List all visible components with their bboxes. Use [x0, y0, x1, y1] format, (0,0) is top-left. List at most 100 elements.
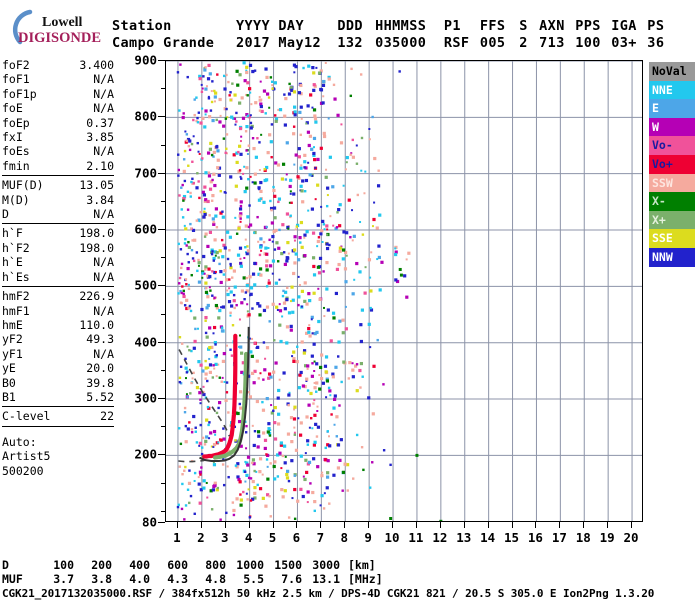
echo-point [222, 137, 226, 140]
echo-point [296, 175, 300, 179]
echo-point [185, 133, 189, 136]
echo-point [202, 385, 205, 388]
echo-point [234, 123, 237, 126]
header-value-p1: RSF [443, 35, 470, 51]
echo-point [318, 387, 322, 391]
ionogram-plot[interactable] [165, 60, 643, 522]
echo-point [297, 295, 301, 299]
echo-point [270, 404, 273, 407]
echo-point [178, 109, 181, 112]
legend-item-nne[interactable]: NNE [649, 80, 695, 100]
echo-point [186, 427, 190, 431]
legend-item-w[interactable]: W [649, 117, 695, 137]
echo-point [229, 311, 232, 314]
echo-point [189, 191, 192, 195]
plot-gridlines [166, 61, 642, 521]
x-tick-label-7: 7 [316, 530, 325, 545]
muf-row-label: MUF [2, 572, 23, 586]
echo-point [182, 292, 185, 295]
echo-point [208, 326, 212, 330]
parameter-key: hmF1 [2, 303, 30, 318]
legend-item-e[interactable]: E [649, 99, 695, 118]
echo-point [193, 512, 196, 516]
echo-point [328, 389, 332, 393]
echo-point [204, 113, 207, 116]
echo-point [317, 271, 322, 275]
echo-point [206, 303, 210, 308]
echo-point [211, 376, 215, 379]
echo-point [238, 73, 242, 77]
echo-point [375, 226, 379, 230]
echo-point [212, 463, 217, 467]
echo-point [200, 83, 203, 86]
echo-point [320, 474, 324, 478]
echo-scatter-points [176, 61, 443, 521]
legend-item-x[interactable]: X- [649, 192, 695, 211]
echo-point [212, 445, 215, 448]
echo-point [315, 362, 319, 366]
echo-point [199, 402, 202, 405]
echo-point [253, 261, 257, 266]
echo-point [222, 437, 226, 441]
echo-point [186, 395, 189, 399]
echo-point [338, 246, 342, 250]
legend-item-sse[interactable]: SSE [649, 229, 695, 248]
echo-point [324, 61, 327, 64]
echo-point [182, 294, 186, 299]
echo-point [306, 130, 311, 134]
echo-point [308, 134, 312, 138]
legend-item-noval[interactable]: NoVal [649, 62, 695, 81]
echo-point [211, 294, 214, 297]
echo-point [272, 188, 276, 193]
echo-point [324, 370, 328, 374]
legend-item-vo[interactable]: Vo+ [649, 154, 695, 174]
legend-item-ssw[interactable]: SSW [649, 173, 695, 193]
distance-unit: [km] [348, 558, 376, 572]
echo-point [256, 430, 261, 434]
echo-point [359, 386, 362, 389]
legend-item-x[interactable]: X+ [649, 210, 695, 230]
echo-point [178, 427, 181, 430]
echo-point [351, 375, 355, 379]
echo-point [265, 75, 269, 80]
echo-point [334, 227, 338, 231]
echo-point [312, 291, 316, 295]
echo-point [405, 295, 409, 299]
echo-point [369, 276, 372, 279]
echo-point [268, 106, 271, 109]
echo-point [294, 228, 297, 231]
echo-point [195, 251, 199, 254]
echo-point [265, 305, 270, 309]
echo-point [258, 487, 263, 491]
echo-point [229, 262, 232, 266]
echo-point [271, 272, 274, 275]
echo-point [228, 94, 231, 97]
echo-point [266, 151, 270, 155]
legend-item-vo[interactable]: Vo- [649, 136, 695, 155]
echo-point [191, 239, 194, 242]
echo-point [282, 301, 287, 305]
echo-point [376, 338, 379, 342]
echo-point [182, 158, 186, 161]
echo-point [249, 121, 253, 125]
echo-point [217, 173, 221, 177]
echo-point [189, 494, 193, 498]
echo-point [306, 104, 310, 108]
echo-point [204, 268, 207, 271]
legend-item-nnw[interactable]: NNW [649, 247, 695, 267]
echo-point [197, 280, 202, 284]
echo-point [248, 87, 252, 91]
y-tick-350 [161, 369, 165, 371]
x-tick-8 [344, 522, 346, 528]
parameter-value: 49.3 [86, 332, 114, 347]
echo-point [328, 243, 331, 247]
echo-point [181, 482, 184, 486]
echo-point [306, 501, 309, 504]
echo-point [227, 475, 230, 479]
echo-point [351, 362, 354, 365]
echo-point [278, 278, 281, 281]
echo-point [187, 287, 191, 291]
echo-point [213, 270, 217, 275]
echo-point [276, 396, 280, 400]
echo-point [186, 75, 189, 79]
